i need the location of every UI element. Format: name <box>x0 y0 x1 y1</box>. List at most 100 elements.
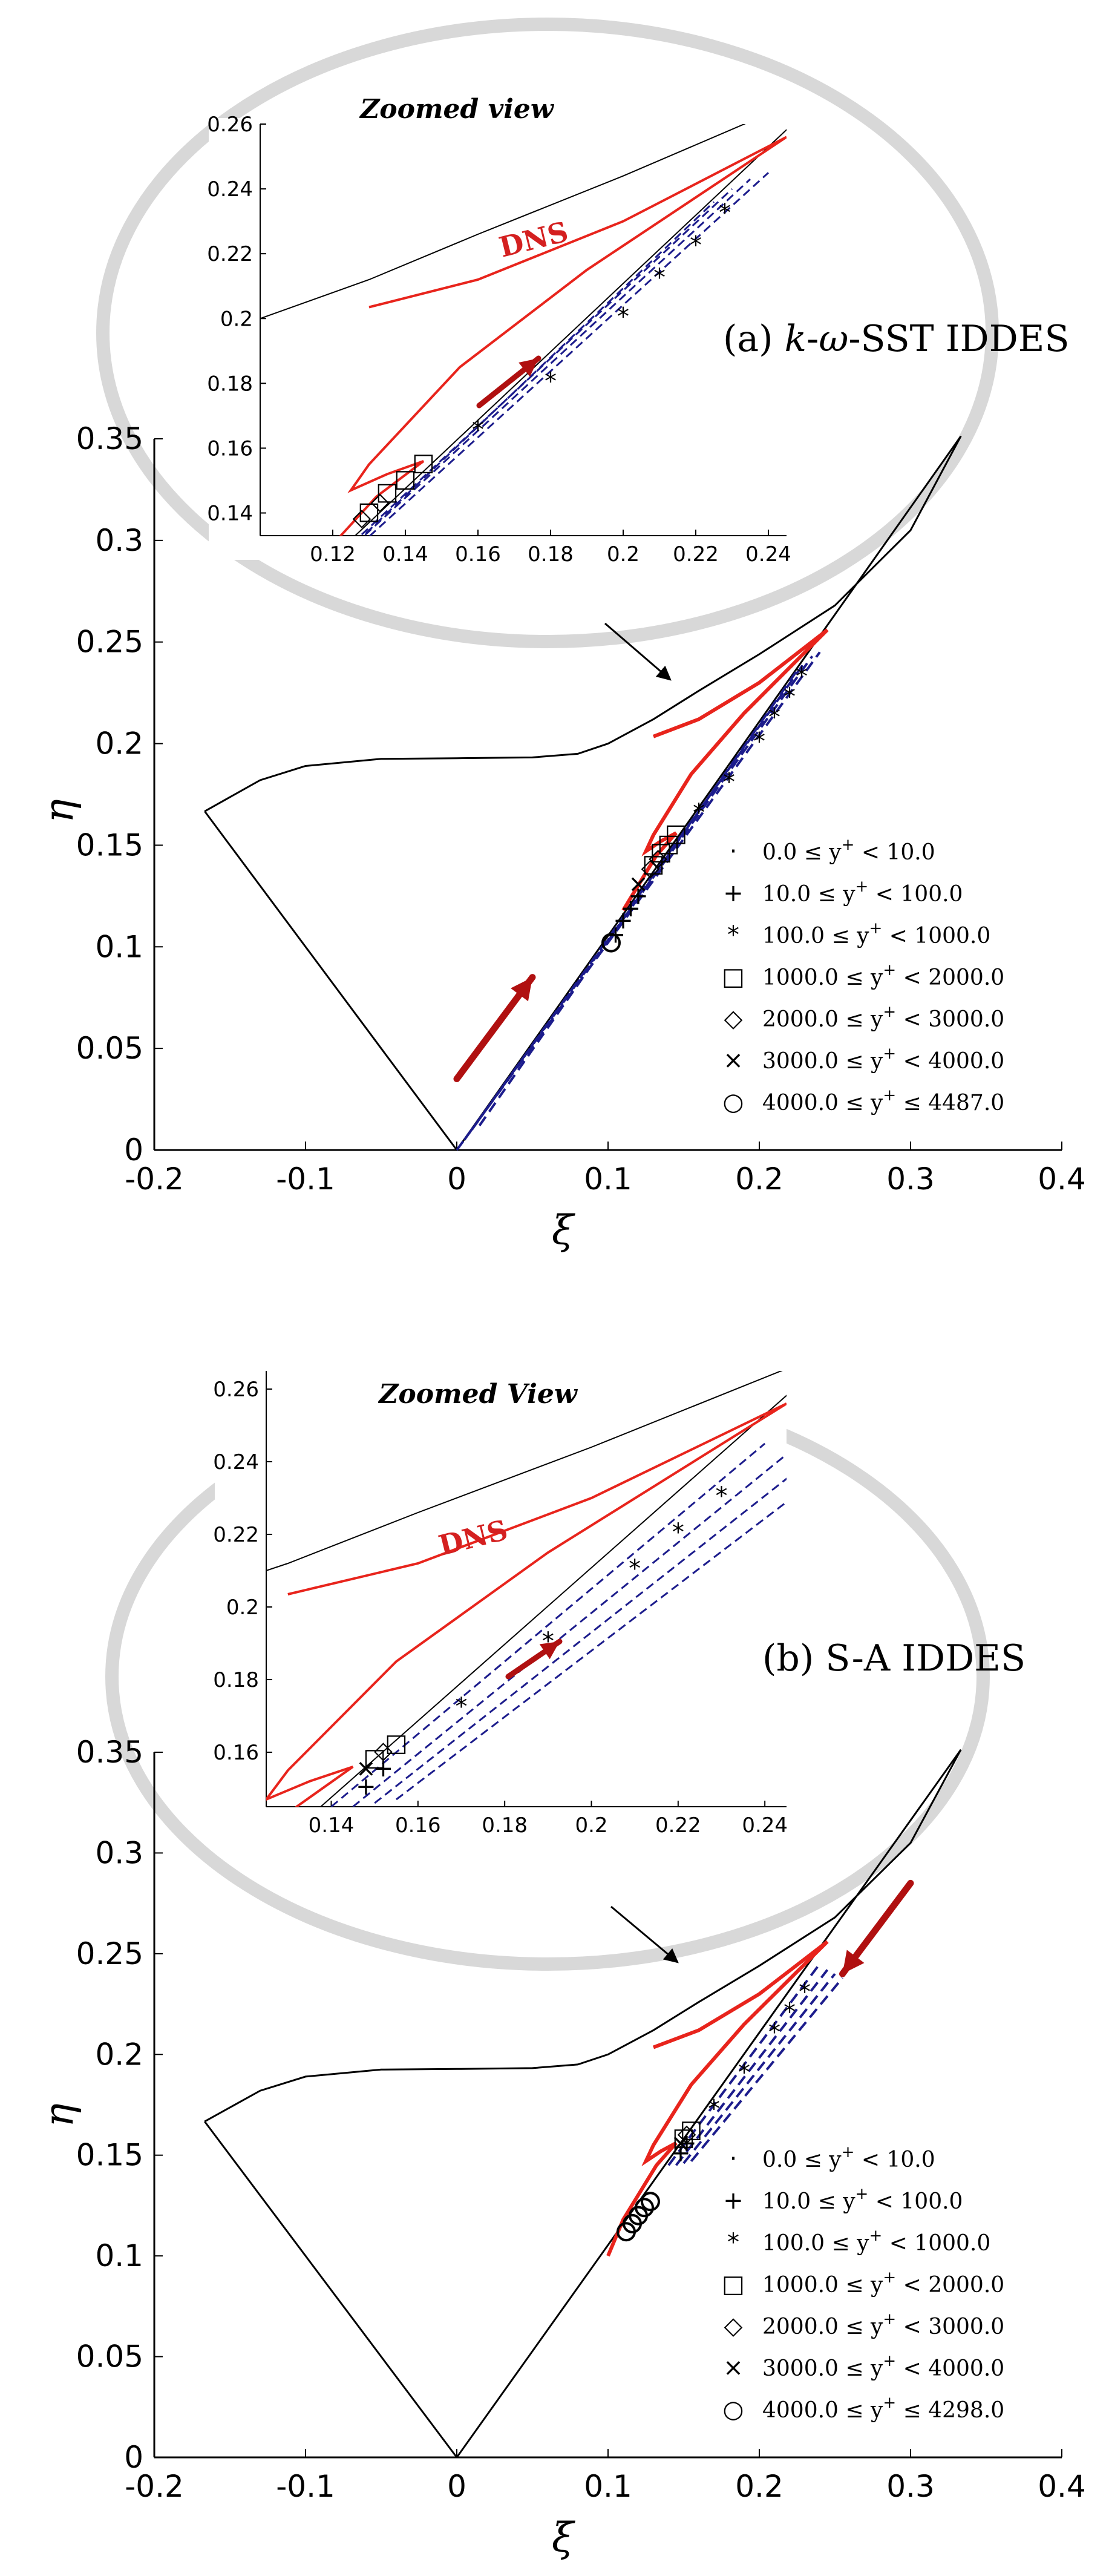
legend-symbol: × <box>723 1046 744 1074</box>
inset-dns-curve-loop <box>339 136 787 536</box>
inset-title-a: Zoomed view <box>359 94 555 125</box>
data-marker: + <box>613 907 633 935</box>
legend-symbol: · <box>730 838 738 866</box>
x-axis-label-a: ξ <box>552 1207 576 1254</box>
legend-range-start: 1000.0 ≤ y <box>762 2273 883 2298</box>
legend-superscript: + <box>883 2352 896 2370</box>
inset-background-a <box>209 118 793 560</box>
legend-symbol: × <box>723 2354 744 2382</box>
inset-data-marker: □ <box>358 498 381 525</box>
inset-boundary-curve <box>266 1371 783 1572</box>
legend-entry: 0.0 ≤ y+ < 10.0 <box>762 2143 935 2172</box>
legend-range-end: < 10.0 <box>854 840 935 865</box>
panel-title-b: (b) S-A IDDES <box>762 1637 1026 1680</box>
inset-x-tick-label: 0.22 <box>655 1813 701 1838</box>
legend-range-start: 2000.0 ≤ y <box>762 1007 883 1032</box>
inset-y-tick-label: 0.14 <box>207 502 253 526</box>
inset-x-tick-label: 0.22 <box>673 542 719 567</box>
data-marker: * <box>723 769 735 797</box>
legend-entry: 4000.0 ≤ y+ ≤ 4487.0 <box>762 1086 1004 1116</box>
dns-curve-upper <box>652 1940 829 2049</box>
legend-symbol: □ <box>722 2270 745 2298</box>
y-tick-label: 0.25 <box>76 625 143 660</box>
legend-a: · 0.0 ≤ y+ < 10.0+ 10.0 ≤ y+ < 100.0* 100.0… <box>722 836 1004 1116</box>
main-axes-a: 0 0.05 0.1 0.15 0.2 0.25 0.3 0.35 -0.2 -0.1 0 0.1 0… <box>76 421 1086 1197</box>
data-marker-circle <box>601 933 621 953</box>
data-marker-circle <box>641 2192 660 2212</box>
legend-range-end: < 1000.0 <box>882 2231 990 2256</box>
inset-rans-dashed-line <box>374 1477 787 1804</box>
legend-range-end: < 4000.0 <box>896 2356 1004 2381</box>
legend-entry: 3000.0 ≤ y+ < 4000.0 <box>762 1045 1004 1074</box>
y-tick-label: 0 <box>124 1132 143 1168</box>
y-tick-label: 0.2 <box>95 2037 143 2072</box>
data-marker: * <box>783 1999 796 2026</box>
inset-y-tick-label: 0.18 <box>213 1668 259 1692</box>
x-tick-label: 0 <box>447 2469 466 2504</box>
inset-data-marker: × <box>356 1755 376 1782</box>
inset-x-tick-label: 0.16 <box>455 542 501 567</box>
legend-superscript: + <box>869 2227 882 2245</box>
legend-range-end: < 2000.0 <box>896 965 1004 990</box>
legend-superscript: + <box>855 2185 869 2203</box>
data-marker: + <box>628 882 649 910</box>
boundary-left-line <box>204 2121 458 2458</box>
legend-symbol: + <box>723 879 744 907</box>
inset-data-marker: □ <box>385 1729 408 1757</box>
inset-x-tick-label: 0.14 <box>382 542 428 567</box>
inset-x-tick-label: 0.14 <box>309 1813 355 1838</box>
legend-range-start: 4000.0 ≤ y <box>762 2398 883 2423</box>
legend-entry: 100.0 ≤ y+ < 1000.0 <box>762 2227 990 2256</box>
inset-plot-area: ++++******□□□□◇◇× <box>260 124 787 536</box>
legend-range-start: 3000.0 ≤ y <box>762 2356 883 2381</box>
inset-data-marker: * <box>545 367 557 395</box>
legend-range-end: < 3000.0 <box>896 1007 1004 1032</box>
data-marker: × <box>670 2129 691 2157</box>
panel-a: 0 0.05 0.1 0.15 0.2 0.25 0.3 0.35 -0.2 -0.1 0 0.1 0… <box>36 18 1086 1254</box>
y-tick-label: 0.15 <box>76 827 143 862</box>
inset-dns-curve-loop <box>266 1402 787 1807</box>
legend-superscript: + <box>883 1003 896 1021</box>
data-marker-circle <box>635 2198 654 2218</box>
inset-y-tick-label: 0.26 <box>207 113 253 137</box>
legend-superscript: + <box>883 2269 896 2287</box>
x-tick-label: -0.2 <box>125 2469 184 2504</box>
inset-x-tick-label: 0.2 <box>575 1813 607 1838</box>
dns-curve-loop <box>606 1940 829 2257</box>
y-tick-label: 0.3 <box>95 523 143 558</box>
legend-range-start: 3000.0 ≤ y <box>762 1049 883 1074</box>
y-tick-label: 0 <box>124 2440 143 2475</box>
inset-data-marker: + <box>373 1755 394 1782</box>
plot-area-b: ++*****□□◇× <box>204 1749 962 2458</box>
legend-b: · 0.0 ≤ y+ < 10.0+ 10.0 ≤ y+ < 100.0* 100.0… <box>722 2143 1004 2423</box>
y-tick-label: 0.05 <box>76 1031 143 1066</box>
legend-entry: 1000.0 ≤ y+ < 2000.0 <box>762 961 1004 990</box>
legend-superscript: + <box>883 1045 896 1063</box>
y-tick-label: 0.3 <box>95 1835 143 1870</box>
legend-range-end: < 100.0 <box>868 2189 963 2214</box>
data-marker: * <box>738 2059 750 2087</box>
inset-dns-curve-upper <box>368 136 787 309</box>
x-tick-label: 0 <box>447 1162 466 1197</box>
y-tick-label: 0.2 <box>95 726 143 761</box>
legend-entry: 100.0 ≤ y+ < 1000.0 <box>762 919 990 948</box>
x-axis-label-b: ξ <box>552 2514 576 2561</box>
data-marker: * <box>796 663 808 691</box>
legend-symbol: ○ <box>723 1088 744 1116</box>
inset-x-tick-label: 0.2 <box>607 542 640 567</box>
inset-data-marker: □ <box>412 448 435 476</box>
y-axis-label-b: η <box>36 2103 82 2128</box>
legend-superscript: + <box>883 2310 896 2328</box>
data-marker: □ <box>680 2115 703 2143</box>
inset-plot-area: ++*****□□◇× <box>221 1371 787 1918</box>
data-marker: + <box>670 2140 691 2167</box>
inset-data-marker: * <box>629 1555 641 1583</box>
inset-data-marker-circle <box>221 1906 234 1918</box>
inset-x-tick-label: 0.24 <box>742 1813 788 1838</box>
plot-area-a: ++++******□□□□◇◇× <box>204 435 962 1151</box>
main-axes-b: 0 0.05 0.1 0.15 0.2 0.25 0.3 0.35 -0.2 -0.1 0 0.1 0… <box>76 1735 1086 2504</box>
legend-range-end: < 2000.0 <box>896 2273 1004 2298</box>
inset-title-b: Zoomed View <box>378 1379 578 1410</box>
data-marker: ◇ <box>678 2119 696 2147</box>
inset-rans-dashed-line <box>330 1442 766 1807</box>
